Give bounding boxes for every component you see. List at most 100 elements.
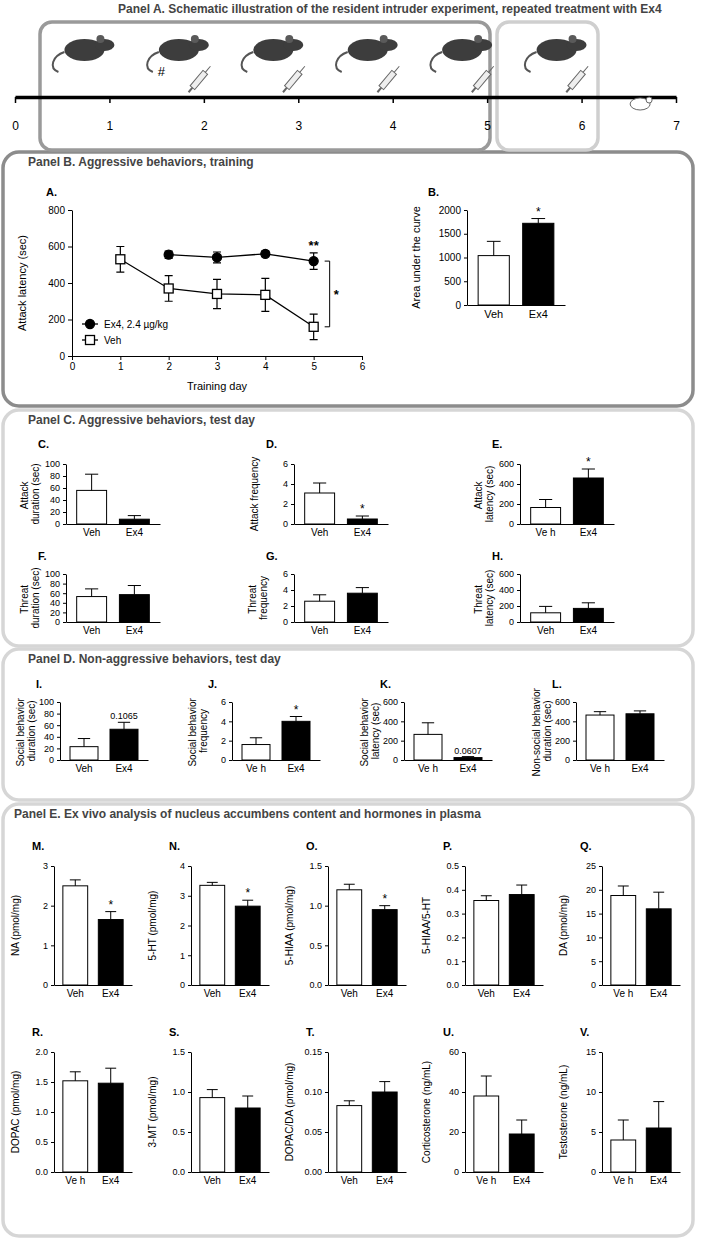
error-bar <box>207 882 218 885</box>
tick: 0 <box>70 356 76 372</box>
tick: 0 <box>49 755 60 765</box>
chart-letter: G. <box>266 550 278 562</box>
error-bar <box>462 756 474 758</box>
figure: Panel A. Schematic illustration of the r… <box>0 0 701 1249</box>
tick-label: 0.0 <box>35 1167 48 1177</box>
axis: 0123456 <box>70 356 366 372</box>
tick-mark <box>291 464 294 465</box>
tick-mark <box>392 97 394 103</box>
axis-line <box>328 1053 329 1173</box>
tick-label: 0 <box>393 755 398 765</box>
tick-mark <box>51 985 54 986</box>
plot-marks <box>63 880 123 985</box>
axis-title: Testosterone (ng/mL) <box>558 1065 569 1160</box>
panel-title: Panel E. Ex vivo analysis of nucleus acc… <box>14 807 481 821</box>
plot-marks <box>474 885 534 985</box>
tick-mark <box>109 97 111 103</box>
axis-title: NA (pmol/mg) <box>10 895 21 956</box>
tick-mark <box>57 702 60 703</box>
tick: 0.0 <box>172 1167 191 1177</box>
axis: 0200400600800 <box>48 205 72 362</box>
annotation: * <box>586 455 591 469</box>
bar <box>478 256 509 305</box>
chart-letter: E. <box>492 438 502 450</box>
tick-mark <box>487 97 489 103</box>
error-bar <box>356 588 369 594</box>
tick-mark <box>599 1132 602 1133</box>
chart-letter: K. <box>380 678 391 690</box>
tick-label: 800 <box>48 205 65 216</box>
error-bar <box>653 892 664 909</box>
tick: Ve h <box>476 1175 496 1186</box>
axis-title: Corticosterone (ng/mL) <box>421 1061 432 1163</box>
tick-label: 4 <box>283 479 288 489</box>
axis: Ve hEx4 <box>521 525 615 539</box>
axis-line <box>405 760 493 761</box>
tick-mark <box>51 906 54 907</box>
point <box>164 284 173 293</box>
tick-label: 6 <box>283 459 288 469</box>
axis-line <box>16 96 677 100</box>
tick: Ex4 <box>650 1175 668 1186</box>
chart-letter: U. <box>443 1026 454 1038</box>
axis-title: Non-social behavior duration (sec) <box>531 685 553 776</box>
bar <box>509 895 534 985</box>
tick-label: Veh <box>478 988 495 999</box>
error-bar <box>313 595 326 601</box>
bar <box>531 613 561 622</box>
axis-title: 5-HT (pmol/mg) <box>147 891 158 961</box>
legend-label: Veh <box>104 335 121 346</box>
tick-mark <box>599 914 602 915</box>
tick-label: Ve h <box>246 763 266 774</box>
rat-icon <box>147 35 209 72</box>
axis-title: Social behavior frequency <box>187 695 209 766</box>
tick: 0.0 <box>446 980 465 990</box>
tick-mark <box>120 356 121 360</box>
tick: 600 <box>499 459 520 469</box>
bar <box>347 519 377 524</box>
bar <box>531 508 561 525</box>
error-bar <box>422 723 434 735</box>
bar <box>523 223 554 305</box>
tick-mark <box>63 524 66 525</box>
tick: 1.0 <box>172 1087 191 1097</box>
axis: VehEx4 <box>67 623 161 637</box>
tick: 60 <box>50 483 66 493</box>
tick-label: 60 <box>50 589 60 599</box>
tick: 5 <box>591 957 602 967</box>
chart-letter: T. <box>306 1026 315 1038</box>
axis-line <box>520 575 521 623</box>
tick-label: 0.00 <box>304 1167 322 1177</box>
tick-label: 4 <box>221 717 226 727</box>
annotation: * <box>536 205 541 219</box>
axis-line <box>577 760 665 761</box>
tick-mark <box>51 1172 54 1173</box>
tick-label: Ve h <box>590 763 610 774</box>
error-bar <box>539 606 552 612</box>
intruder-icon <box>630 97 652 110</box>
tick: 1.5 <box>35 1077 54 1087</box>
axis: Ve hEx4 <box>466 1173 544 1187</box>
annotation: * <box>245 886 250 900</box>
axis-line <box>233 760 321 761</box>
tick-mark <box>462 937 465 938</box>
tick-label: Veh <box>204 1175 221 1186</box>
chart-letter: I. <box>36 678 42 690</box>
tick: 0.5 <box>35 1137 54 1147</box>
tick: 0 <box>55 617 66 627</box>
tick-mark <box>676 97 678 103</box>
axis: 0246 <box>283 459 295 529</box>
tick: 6 <box>221 697 232 707</box>
tick-label: 10 <box>586 933 596 943</box>
tick-mark <box>462 985 465 986</box>
axis-line <box>67 524 161 525</box>
tick: 3 <box>180 891 191 901</box>
tick: Veh <box>67 988 84 999</box>
tick-label: 2 <box>180 921 185 931</box>
tick-mark <box>314 356 315 360</box>
tick-mark <box>291 590 294 591</box>
tick-mark <box>229 721 232 722</box>
tick-mark <box>362 356 363 360</box>
tick: Veh <box>83 527 100 538</box>
tick-label: Ex4 <box>354 625 372 636</box>
